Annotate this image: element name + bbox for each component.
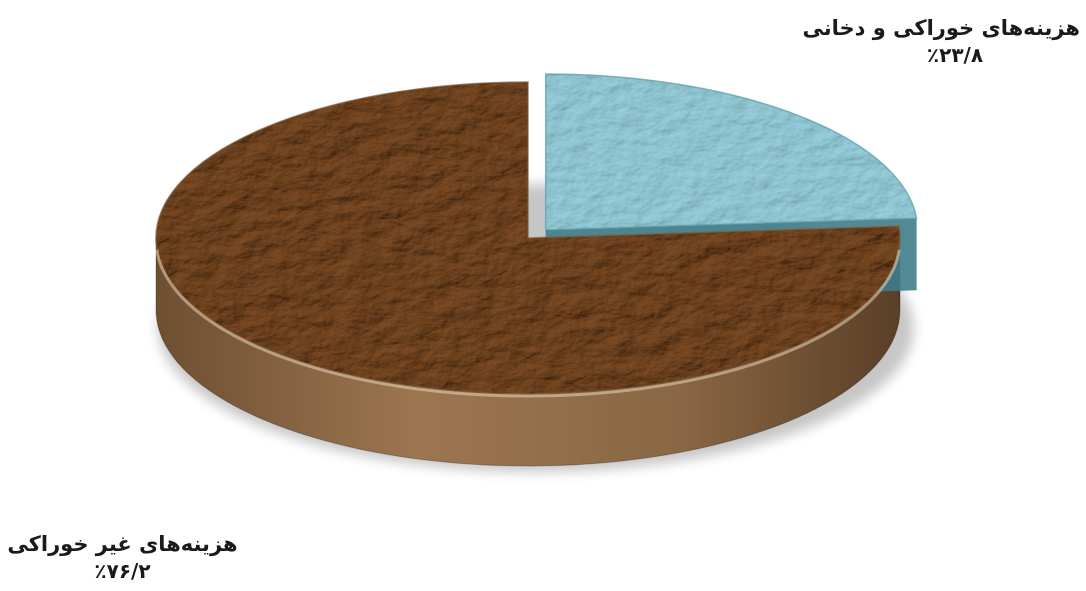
slice-label-food: هزینه‌های خوراکی و دخانی ٪۲۳/۸ [802, 14, 1080, 69]
pie-slice-0 [545, 74, 917, 231]
pie-slice-outline-1 [155, 81, 901, 395]
slice-label-nonfood-value: ٪۷۶/۲ [94, 559, 151, 584]
pie-rim-highlight [155, 249, 901, 398]
slice-label-food-value: ٪۲۳/۸ [926, 43, 984, 68]
slice-label-nonfood-name: هزینه‌های غیر خوراکی [7, 532, 238, 556]
pie-slice-outline-0 [544, 73, 918, 231]
slice-label-nonfood: هزینه‌های غیر خوراکی ٪۷۶/۲ [0, 530, 245, 585]
slice-label-food-name: هزینه‌های خوراکی و دخانی [802, 16, 1080, 40]
